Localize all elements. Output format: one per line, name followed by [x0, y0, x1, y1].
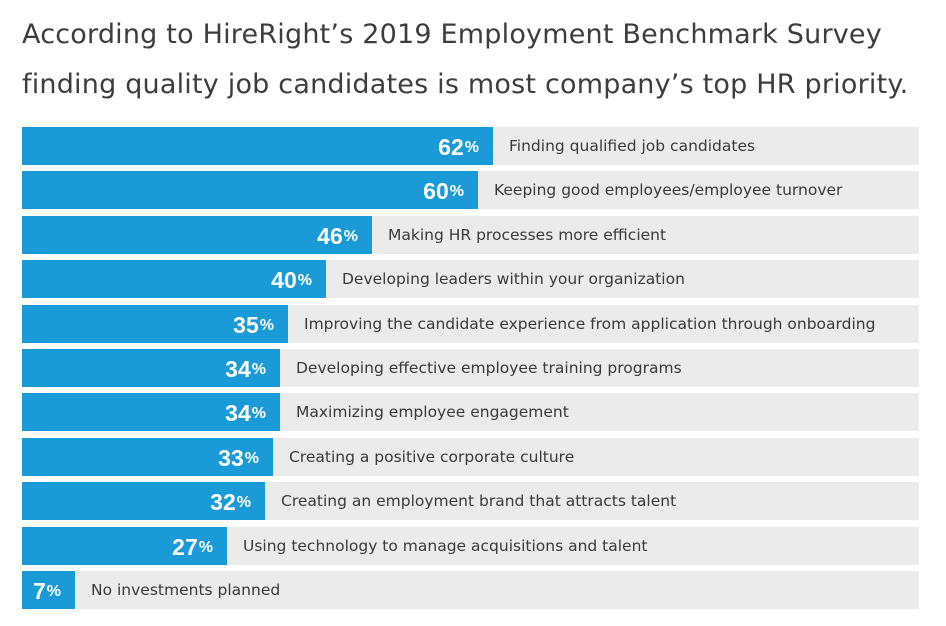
- bar: [22, 260, 326, 298]
- bar-value-label: 34%: [225, 400, 266, 426]
- bar-row: 62% Finding qualified job candidates: [22, 127, 919, 165]
- bar-category-label: Creating an employment brand that attrac…: [281, 492, 677, 510]
- bar-value-label: 46%: [317, 223, 358, 249]
- bar-row: 40% Developing leaders within your organi…: [22, 260, 919, 298]
- bar-value-label: 7%: [32, 578, 61, 604]
- bar-value-label: 40%: [271, 267, 312, 293]
- bar: [22, 571, 75, 609]
- bar-value-label: 34%: [225, 356, 266, 382]
- bar-category-label: No investments planned: [91, 581, 281, 599]
- bar-category-label: Improving the candidate experience from …: [304, 315, 876, 333]
- bar-row: 27% Using technology to manage acquisitio…: [22, 527, 919, 565]
- bar-row: 60% Keeping good employees/employee turno…: [22, 171, 919, 209]
- bar-category-label: Maximizing employee engagement: [296, 403, 569, 421]
- bar: [22, 171, 478, 209]
- bar-category-label: Creating a positive corporate culture: [289, 448, 575, 466]
- bar-row: 35% Improving the candidate experience fr…: [22, 305, 919, 343]
- bar-row: 33% Creating a positive corporate culture: [22, 438, 919, 476]
- bar: [22, 527, 227, 565]
- bar-value-label: 32%: [210, 489, 251, 515]
- bar-row: 34% Developing effective employee trainin…: [22, 349, 919, 387]
- bar: [22, 349, 280, 387]
- bar-value-label: 33%: [218, 445, 259, 471]
- bar-row: 34% Maximizing employee engagement: [22, 393, 919, 431]
- bar-value-label: 35%: [233, 312, 274, 338]
- horizontal-bar-chart: 62% Finding qualified job candidates 60% Ke…: [22, 127, 919, 609]
- bar: [22, 216, 372, 254]
- bar-category-label: Using technology to manage acquisitions …: [243, 537, 648, 555]
- bar: [22, 393, 280, 431]
- bar: [22, 305, 288, 343]
- bar-category-label: Making HR processes more efficient: [388, 226, 667, 244]
- chart-title-line-2: finding quality job candidates is most c…: [22, 69, 909, 100]
- bar: [22, 482, 265, 520]
- bar-category-label: Developing leaders within your organizat…: [342, 270, 685, 288]
- bar-category-label: Developing effective employee training p…: [296, 359, 682, 377]
- bar: [22, 127, 493, 165]
- bar-value-label: 27%: [172, 534, 213, 560]
- bar-value-label: 62%: [438, 134, 479, 160]
- bar-category-label: Finding qualified job candidates: [509, 137, 756, 155]
- bar-row: 46% Making HR processes more efficient: [22, 216, 919, 254]
- bar-value-label: 60%: [423, 178, 464, 204]
- bar-row: 32% Creating an employment brand that att…: [22, 482, 919, 520]
- chart-title-line-1: According to HireRight’s 2019 Employment…: [22, 19, 882, 50]
- bar-category-label: Keeping good employees/employee turnover: [494, 181, 843, 199]
- bar-row: 7% No investments planned: [22, 571, 919, 609]
- bar: [22, 438, 273, 476]
- chart-title: According to HireRight’s 2019 Employment…: [22, 10, 932, 110]
